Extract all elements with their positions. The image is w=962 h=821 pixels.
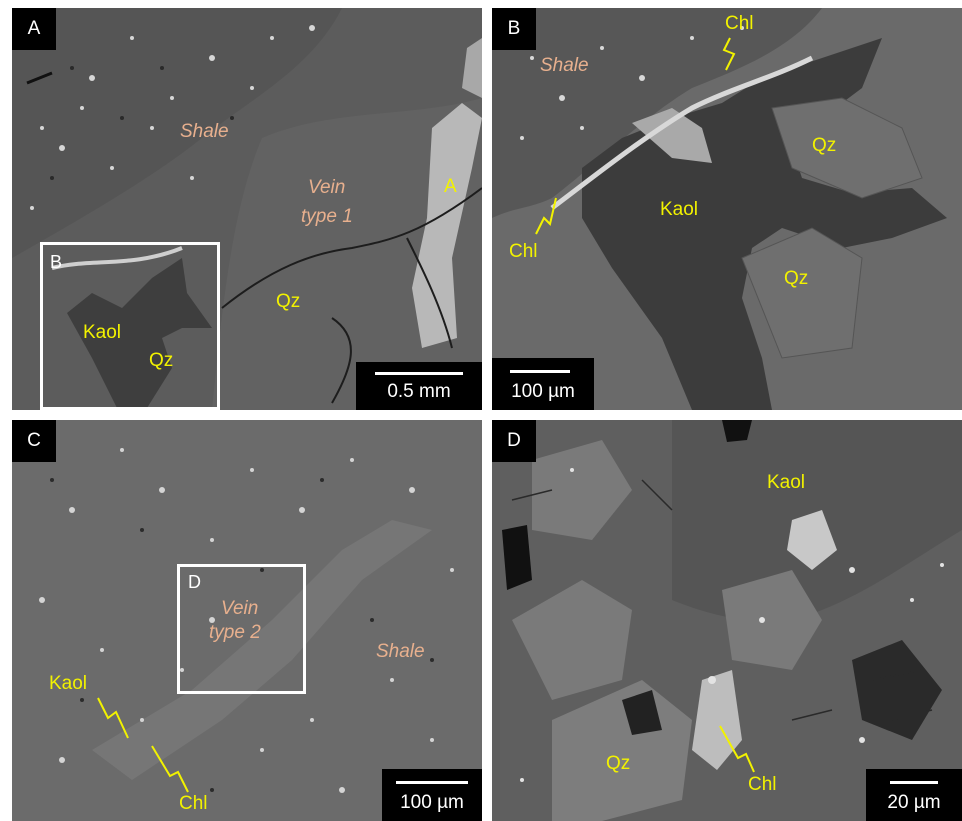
vein-label-line1: Vein: [221, 598, 259, 619]
shale-label: Shale: [540, 55, 589, 76]
panel-d-letter: D: [492, 420, 536, 462]
qz-label-top: Qz: [812, 135, 837, 156]
scale-bar-b: 100 µm: [492, 358, 594, 410]
scale-text-a: 0.5 mm: [387, 381, 451, 402]
panel-c-micrograph: [12, 420, 482, 821]
kaol-label: Kaol: [660, 199, 699, 220]
panel-b-letter: B: [492, 8, 536, 50]
vein-label-line2: type 1: [301, 206, 353, 227]
inset-b-frame: B Kaol Qz: [40, 242, 220, 410]
scale-text-d: 20 µm: [887, 792, 941, 813]
panel-a-letter: A: [12, 8, 56, 50]
panel-c-letter: C: [12, 420, 56, 462]
qz-label-bottom: Qz: [784, 268, 809, 289]
panel-a: A Shale Vein type 1 Qz A B Kaol Qz 0.5 m…: [12, 8, 482, 410]
kaol-label: Kaol: [49, 673, 88, 694]
shale-label: Shale: [376, 641, 425, 662]
a-marker-label: A: [444, 176, 457, 197]
inset-d-frame: D Vein type 2: [177, 564, 306, 694]
shale-label: Shale: [180, 121, 229, 142]
panel-c: C D Vein type 2 Shale Kaol Chl 100 µm: [12, 420, 482, 821]
vein-label-line1: Vein: [308, 177, 346, 198]
panel-b-micrograph: [492, 8, 962, 410]
vein-label-line2: type 2: [209, 622, 261, 643]
scale-bar-d: 20 µm: [866, 769, 962, 821]
inset-b-letter: B: [50, 252, 63, 272]
kaol-label: Kaol: [83, 322, 122, 343]
panel-d: D Kaol Qz Chl 20 µm: [492, 420, 962, 821]
chl-label: Chl: [179, 793, 208, 814]
chl-label-top: Chl: [725, 13, 754, 34]
scale-text-b: 100 µm: [511, 381, 575, 402]
qz-inset-label: Qz: [149, 350, 174, 371]
panel-d-micrograph: [492, 420, 962, 821]
kaol-label: Kaol: [767, 472, 806, 493]
chl-label: Chl: [748, 774, 777, 795]
chl-label-left: Chl: [509, 241, 538, 262]
scale-bar-c: 100 µm: [382, 769, 482, 821]
scale-bar-a: 0.5 mm: [356, 362, 482, 410]
panel-b: B Shale Chl Chl Kaol Qz Qz 100 µm: [492, 8, 962, 410]
scale-text-c: 100 µm: [400, 792, 464, 813]
qz-label: Qz: [606, 753, 631, 774]
inset-d-letter: D: [188, 572, 201, 592]
qz-label: Qz: [276, 291, 301, 312]
